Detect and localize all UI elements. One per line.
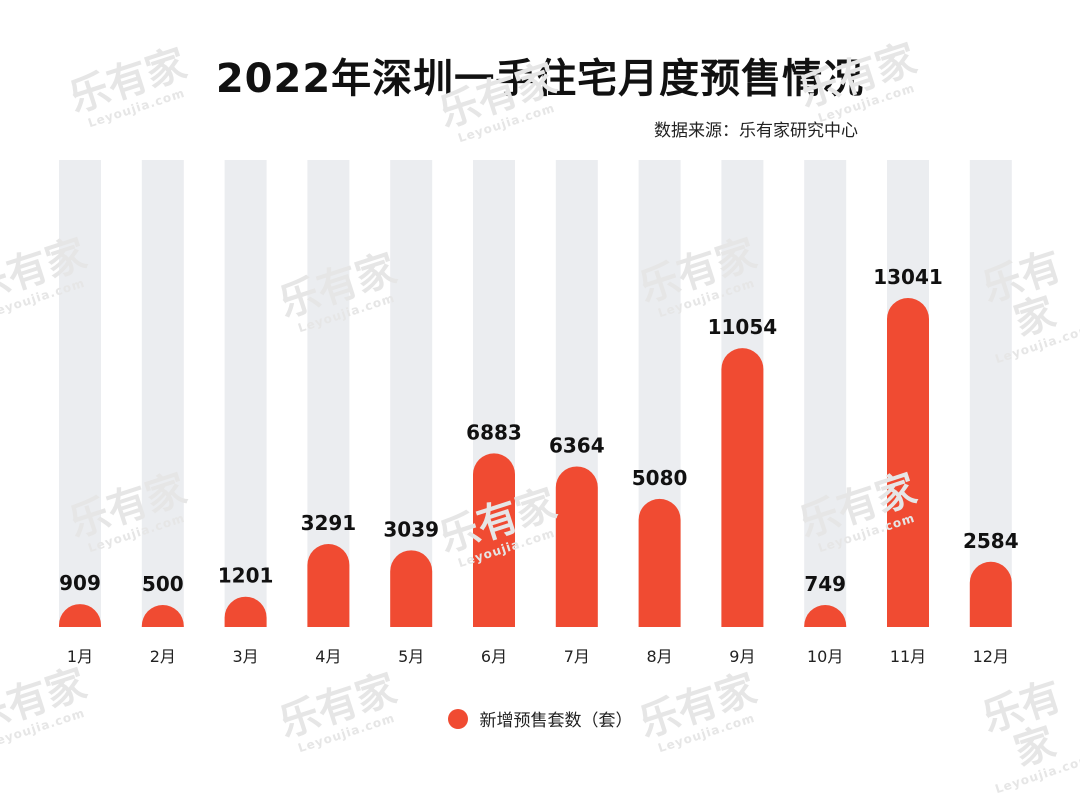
data-label: 909 xyxy=(59,571,101,595)
bar-track xyxy=(59,160,101,627)
x-tick-label: 8月 xyxy=(647,647,673,666)
data-source-note: 数据来源：乐有家研究中心 xyxy=(654,121,858,141)
data-label: 6883 xyxy=(466,420,522,444)
data-label: 500 xyxy=(142,572,184,596)
legend-swatch xyxy=(447,708,468,729)
bar-4 xyxy=(307,543,350,627)
data-label: 1201 xyxy=(218,564,274,588)
data-label: 2584 xyxy=(963,529,1019,553)
x-tick-label: 5月 xyxy=(398,647,424,666)
x-tick-label: 3月 xyxy=(233,647,259,666)
bar-6 xyxy=(473,453,515,627)
bar-track xyxy=(969,160,1012,627)
watermark-logo: 乐有家 Leyoujia.com xyxy=(976,673,1080,796)
x-tick-label: 1月 xyxy=(67,647,93,666)
x-tick-label: 7月 xyxy=(564,647,590,666)
bar-12 xyxy=(969,561,1012,627)
chart-legend: 新增预售套数（套） xyxy=(0,706,1080,731)
bar-chart: 909 1月 500 2月 1201 3月 3291 4月 3039 5月 6883 6月 6364 7月… xyxy=(59,160,1019,666)
data-label: 11054 xyxy=(708,315,778,339)
bar-7 xyxy=(555,466,598,627)
x-tick-label: 6月 xyxy=(481,647,507,666)
bar-track xyxy=(224,160,267,627)
data-label: 3291 xyxy=(301,511,357,535)
data-label: 6364 xyxy=(549,433,605,457)
chart-title: 2022年深圳一手住宅月度预售情况 xyxy=(215,56,865,102)
bar-track xyxy=(804,160,847,627)
x-tick-label: 4月 xyxy=(315,647,341,666)
bar-11 xyxy=(887,298,929,627)
bar-3 xyxy=(224,596,267,627)
x-tick-label: 2月 xyxy=(150,647,176,666)
bar-5 xyxy=(390,550,433,627)
data-label: 5080 xyxy=(632,466,688,490)
x-tick-label: 12月 xyxy=(973,647,1009,666)
data-label: 749 xyxy=(804,572,846,596)
bar-2 xyxy=(141,605,184,627)
bar-8 xyxy=(638,498,681,627)
x-tick-label: 11月 xyxy=(890,647,926,666)
bar-track xyxy=(141,160,184,627)
x-tick-label: 10月 xyxy=(807,647,843,666)
data-label: 3039 xyxy=(383,517,439,541)
bar-10 xyxy=(804,605,847,627)
x-tick-label: 9月 xyxy=(729,647,755,666)
bar-track xyxy=(390,160,433,627)
legend-label: 新增预售套数（套） xyxy=(479,711,633,731)
data-label: 13041 xyxy=(873,265,943,289)
bar-1 xyxy=(59,604,101,627)
bar-9 xyxy=(721,348,764,627)
